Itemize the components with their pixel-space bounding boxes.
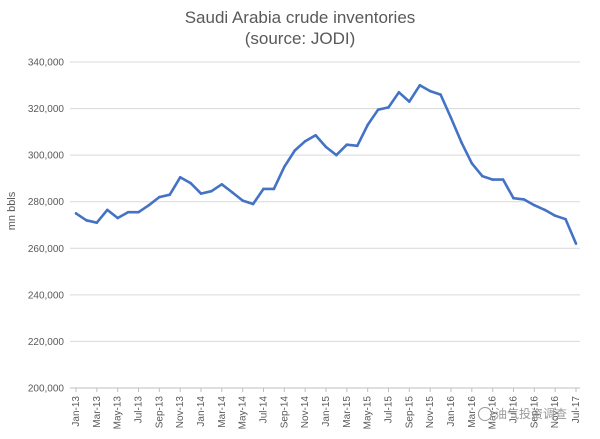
data-point	[387, 106, 390, 109]
series-line	[74, 83, 578, 245]
data-point	[564, 217, 567, 221]
data-point	[95, 221, 99, 224]
x-tick-labels: Jan-13 Mar-13 May-13 Jul-13 Sep-13 Nov-13 Jan-…	[71, 388, 582, 429]
x-tick-label: Jul-13	[134, 396, 145, 424]
data-point	[272, 187, 276, 191]
data-point	[262, 187, 265, 191]
y-tick-label: 320,000	[28, 104, 65, 115]
x-tick-label: May-16	[488, 396, 499, 430]
data-point	[189, 181, 192, 185]
data-point	[533, 203, 536, 207]
x-tick-label: Sep-15	[404, 396, 415, 429]
data-point	[376, 108, 380, 112]
x-tick-label: Jan-15	[321, 396, 332, 427]
data-point	[460, 141, 463, 144]
data-point	[168, 193, 172, 197]
y-tick-label: 200,000	[28, 384, 65, 395]
x-tick-label: Sep-13	[154, 396, 165, 429]
y-tick-label: 220,000	[28, 337, 65, 348]
x-tick-label: Mar-13	[92, 396, 103, 428]
y-tick-label: 260,000	[28, 244, 65, 255]
x-tick-label: Jan-14	[196, 396, 207, 427]
data-point	[116, 216, 119, 220]
x-tick-label: Jul-14	[259, 396, 270, 424]
data-point	[314, 134, 317, 137]
data-point	[293, 149, 297, 152]
data-point	[74, 212, 78, 215]
x-tick-label: Mar-14	[217, 396, 228, 428]
x-tick-label: May-14	[238, 396, 249, 430]
x-tick-label: Jul-15	[384, 396, 395, 424]
data-point	[105, 208, 109, 212]
watermark: 油气投资调查	[478, 405, 567, 422]
data-point	[553, 214, 557, 217]
x-tick-label: Jul-16	[509, 396, 520, 424]
data-point	[418, 83, 422, 87]
data-point	[126, 210, 130, 214]
x-tick-label: Nov-14	[300, 396, 311, 429]
data-point	[230, 191, 234, 194]
data-point	[366, 123, 369, 127]
data-point	[522, 198, 526, 201]
x-tick-label: Jul-17	[571, 396, 582, 424]
chart-title: Saudi Arabia crude inventories	[184, 8, 416, 27]
data-point	[355, 144, 359, 148]
data-point	[251, 202, 255, 206]
data-point	[439, 93, 442, 96]
wechat-icon	[478, 406, 492, 421]
data-point	[543, 208, 547, 212]
x-tick-label: Jan-16	[446, 396, 457, 427]
data-point	[574, 242, 578, 245]
x-tick-label: May-15	[363, 396, 374, 430]
x-tick-label: Mar-15	[342, 396, 353, 428]
data-point	[220, 182, 224, 186]
x-tick-label: Nov-15	[425, 396, 436, 429]
watermark-text: 油气投资调查	[495, 407, 568, 421]
y-tick-label: 280,000	[28, 197, 65, 208]
data-point	[85, 219, 88, 222]
data-point	[324, 145, 328, 149]
data-point	[408, 100, 411, 103]
data-point	[210, 189, 213, 193]
chart-subtitle: (source: JODI)	[244, 29, 356, 48]
y-tick-label: 340,000	[28, 58, 65, 69]
data-point	[147, 203, 151, 207]
data-point	[137, 210, 140, 214]
x-tick-label: Mar-16	[467, 396, 478, 428]
data-point	[335, 153, 338, 157]
data-point	[491, 178, 494, 181]
data-point	[303, 139, 307, 143]
y-tick-labels: 200,000 220,000 240,000 260,000 280,000 300,0…	[28, 58, 65, 395]
y-tick-label: 240,000	[28, 290, 65, 301]
data-point	[199, 192, 203, 195]
data-point	[512, 196, 515, 200]
x-tick-label: Sep-14	[279, 396, 290, 429]
data-point	[501, 178, 505, 181]
data-point	[470, 161, 474, 165]
data-point	[345, 143, 349, 146]
data-point	[158, 195, 161, 199]
x-tick-label: Sep-16	[529, 396, 540, 429]
gridlines	[70, 61, 580, 389]
data-point	[480, 174, 484, 178]
data-point	[428, 89, 432, 93]
data-point	[241, 199, 244, 202]
data-point	[397, 90, 401, 94]
data-point	[449, 116, 453, 120]
x-tick-label: Jan-13	[71, 396, 82, 427]
data-point	[283, 165, 286, 169]
y-tick-label: 300,000	[28, 151, 65, 162]
data-point	[178, 175, 182, 179]
x-tick-label: May-13	[113, 396, 124, 430]
x-tick-label: Nov-13	[175, 396, 186, 429]
x-tick-label: Nov-16	[550, 396, 561, 429]
